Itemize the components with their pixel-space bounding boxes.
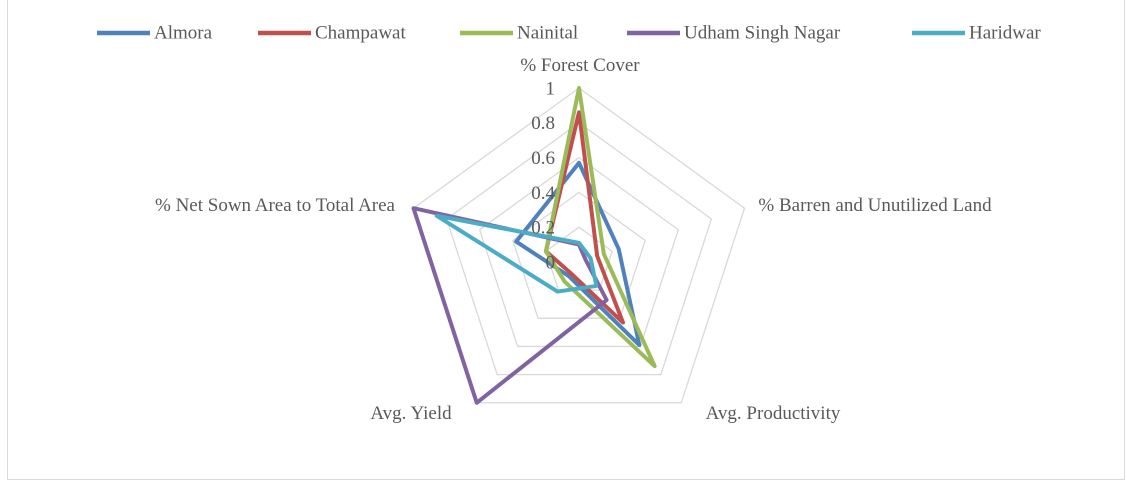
grid-line: [412, 87, 746, 404]
grid-line: [478, 156, 680, 348]
series-line: [434, 213, 599, 294]
category-label: % Barren and Unutilized Land: [758, 195, 992, 216]
tick-label: 1: [546, 78, 556, 99]
legend-label: Udham Singh Nagar: [684, 22, 841, 43]
tick-label: 0.8: [531, 113, 555, 134]
grid-line: [445, 121, 713, 376]
legend-label: Almora: [154, 22, 213, 43]
legend-label: Nainital: [517, 22, 578, 43]
tick-label: 0: [546, 252, 556, 273]
category-label: % Forest Cover: [520, 55, 640, 76]
series-line: [543, 86, 657, 369]
legend-label: Haridwar: [969, 22, 1041, 43]
chart-frame: [7, 0, 1125, 480]
tick-label: 0.6: [531, 148, 555, 169]
category-label: Avg. Productivity: [705, 403, 841, 424]
category-label: % Net Sown Area to Total Area: [155, 195, 395, 216]
series-line: [411, 206, 609, 405]
legend-label: Champawat: [315, 22, 406, 43]
tick-label: 0.2: [531, 218, 555, 239]
series-line: [514, 160, 642, 348]
category-label: Avg. Yield: [370, 403, 452, 424]
tick-label: 0.4: [531, 183, 555, 204]
